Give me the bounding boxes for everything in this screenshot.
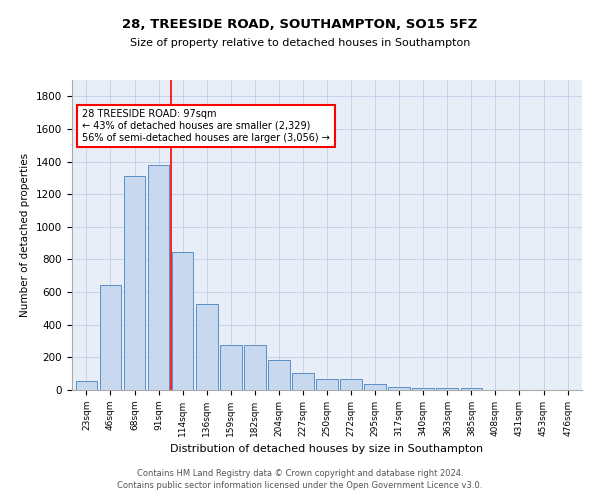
Y-axis label: Number of detached properties: Number of detached properties (20, 153, 31, 317)
Bar (461, 388, 482, 390)
Bar (388, 386, 410, 390)
Bar (268, 360, 290, 390)
Bar (220, 345, 242, 390)
X-axis label: Distribution of detached houses by size in Southampton: Distribution of detached houses by size … (170, 444, 484, 454)
Bar (172, 252, 193, 390)
Text: Size of property relative to detached houses in Southampton: Size of property relative to detached ho… (130, 38, 470, 48)
Bar (340, 380, 362, 390)
Bar (76, 381, 97, 390)
Bar (292, 373, 314, 390)
Bar (364, 384, 386, 390)
Bar (196, 304, 218, 390)
Bar (436, 388, 458, 390)
Bar (316, 380, 338, 390)
Bar (148, 165, 169, 390)
Text: Contains public sector information licensed under the Open Government Licence v3: Contains public sector information licen… (118, 481, 482, 490)
Bar (100, 285, 121, 390)
Text: Contains HM Land Registry data © Crown copyright and database right 2024.: Contains HM Land Registry data © Crown c… (137, 468, 463, 477)
Bar (124, 176, 145, 390)
Text: 28, TREESIDE ROAD, SOUTHAMPTON, SO15 5FZ: 28, TREESIDE ROAD, SOUTHAMPTON, SO15 5FZ (122, 18, 478, 30)
Bar (412, 388, 434, 390)
Text: 28 TREESIDE ROAD: 97sqm
← 43% of detached houses are smaller (2,329)
56% of semi: 28 TREESIDE ROAD: 97sqm ← 43% of detache… (82, 110, 330, 142)
Bar (244, 345, 266, 390)
